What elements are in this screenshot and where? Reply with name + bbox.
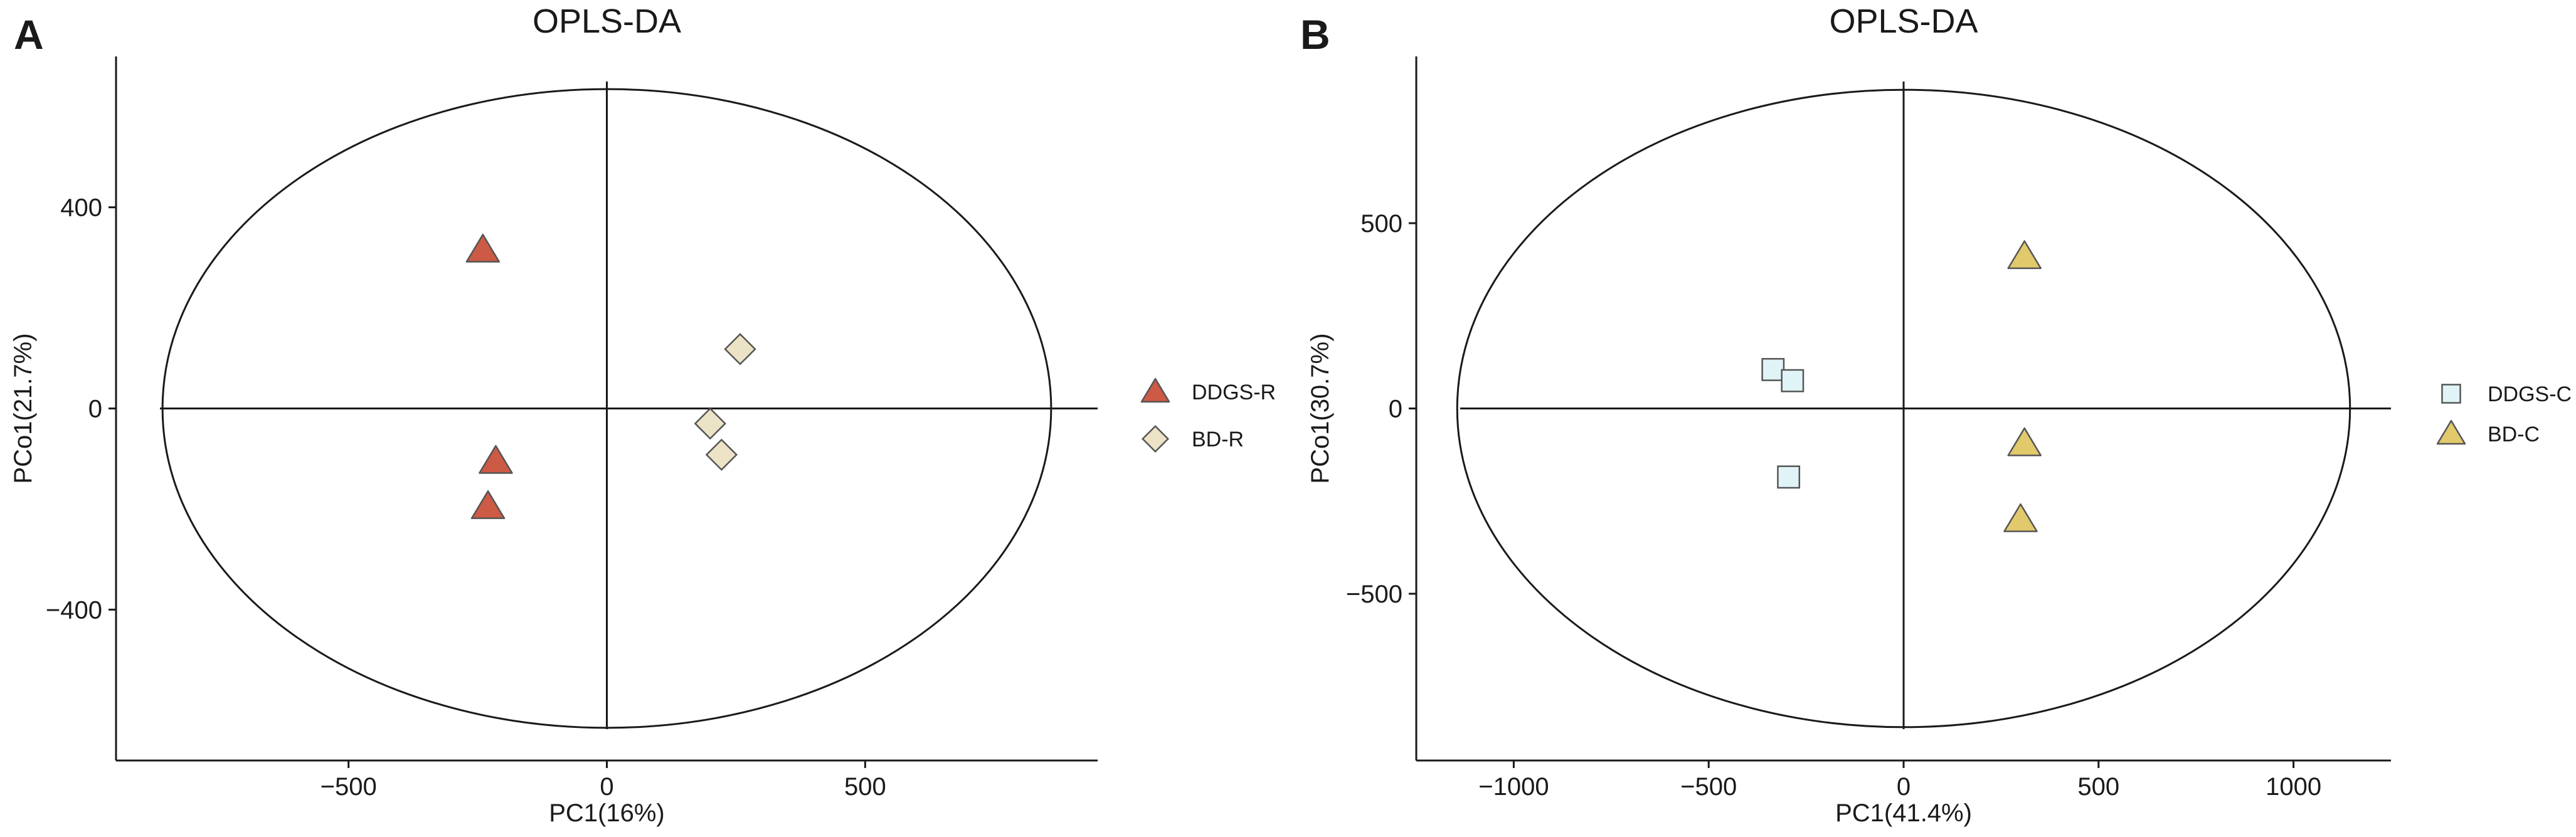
legend-label: DDGS-C [2488,382,2572,406]
legend-label: BD-C [2488,423,2540,446]
data-point-bd-r [694,407,726,440]
y-tick-label: −400 [46,596,102,624]
legend-label: BD-R [1192,428,1244,451]
data-point-ddgs-r [479,445,513,474]
x-tick-label: 0 [1897,773,1911,801]
x-axis-title: PC1(41.4%) [1835,799,1972,827]
panel-letter: A [14,11,44,58]
data-point-bd-r [724,333,756,366]
y-axis-title: PCo1(30.7%) [1307,333,1334,483]
y-tick-label: 500 [1360,210,1402,238]
x-tick-label: −500 [1680,773,1737,801]
chart-title: OPLS-DA [533,3,681,40]
x-tick-label: 500 [844,773,886,801]
legend-key-ddgs-c [2441,384,2461,404]
legend-key-ddgs-r [1140,377,1170,403]
data-point-bd-c [2003,503,2038,532]
data-point-ddgs-c [1781,369,1805,392]
x-tick-label: 500 [2077,773,2119,801]
data-point-bd-c [2007,240,2042,270]
x-tick-label: 0 [600,773,613,801]
x-tick-label: −1000 [1478,773,1549,801]
data-point-bd-c [2007,427,2042,456]
y-axis-title: PCo1(21.7%) [9,333,37,483]
panel-b: B OPLS-DA −1000 −500 0 500 1000 −500 0 500 PC1(41.… [1300,3,2572,827]
x-tick-label: −500 [321,773,377,801]
x-tick-label: 1000 [2266,773,2321,801]
x-axis-title: PC1(16%) [549,799,665,827]
confidence-ellipse [161,88,1052,729]
panel-letter: B [1300,11,1330,58]
legend-key-bd-c [2436,419,2466,445]
chart-title: OPLS-DA [1829,3,1978,40]
y-tick-label: 0 [1389,396,1402,423]
data-point-ddgs-c [1777,465,1801,489]
data-point-ddgs-r [470,490,506,519]
y-tick-label: −500 [1346,581,1402,608]
y-tick-label: 400 [60,194,102,222]
data-point-ddgs-c [1761,358,1785,381]
legend-key-bd-r [1141,424,1170,453]
data-point-ddgs-r [465,233,501,263]
panel-a: A OPLS-DA −500 0 500 −400 0 400 PC1(16%) PCo1(21.… [9,3,1276,827]
y-tick-label: 0 [88,396,102,423]
legend-label: DDGS-R [1192,381,1276,404]
confidence-ellipse [1456,88,2351,729]
data-point-bd-r [705,438,738,471]
